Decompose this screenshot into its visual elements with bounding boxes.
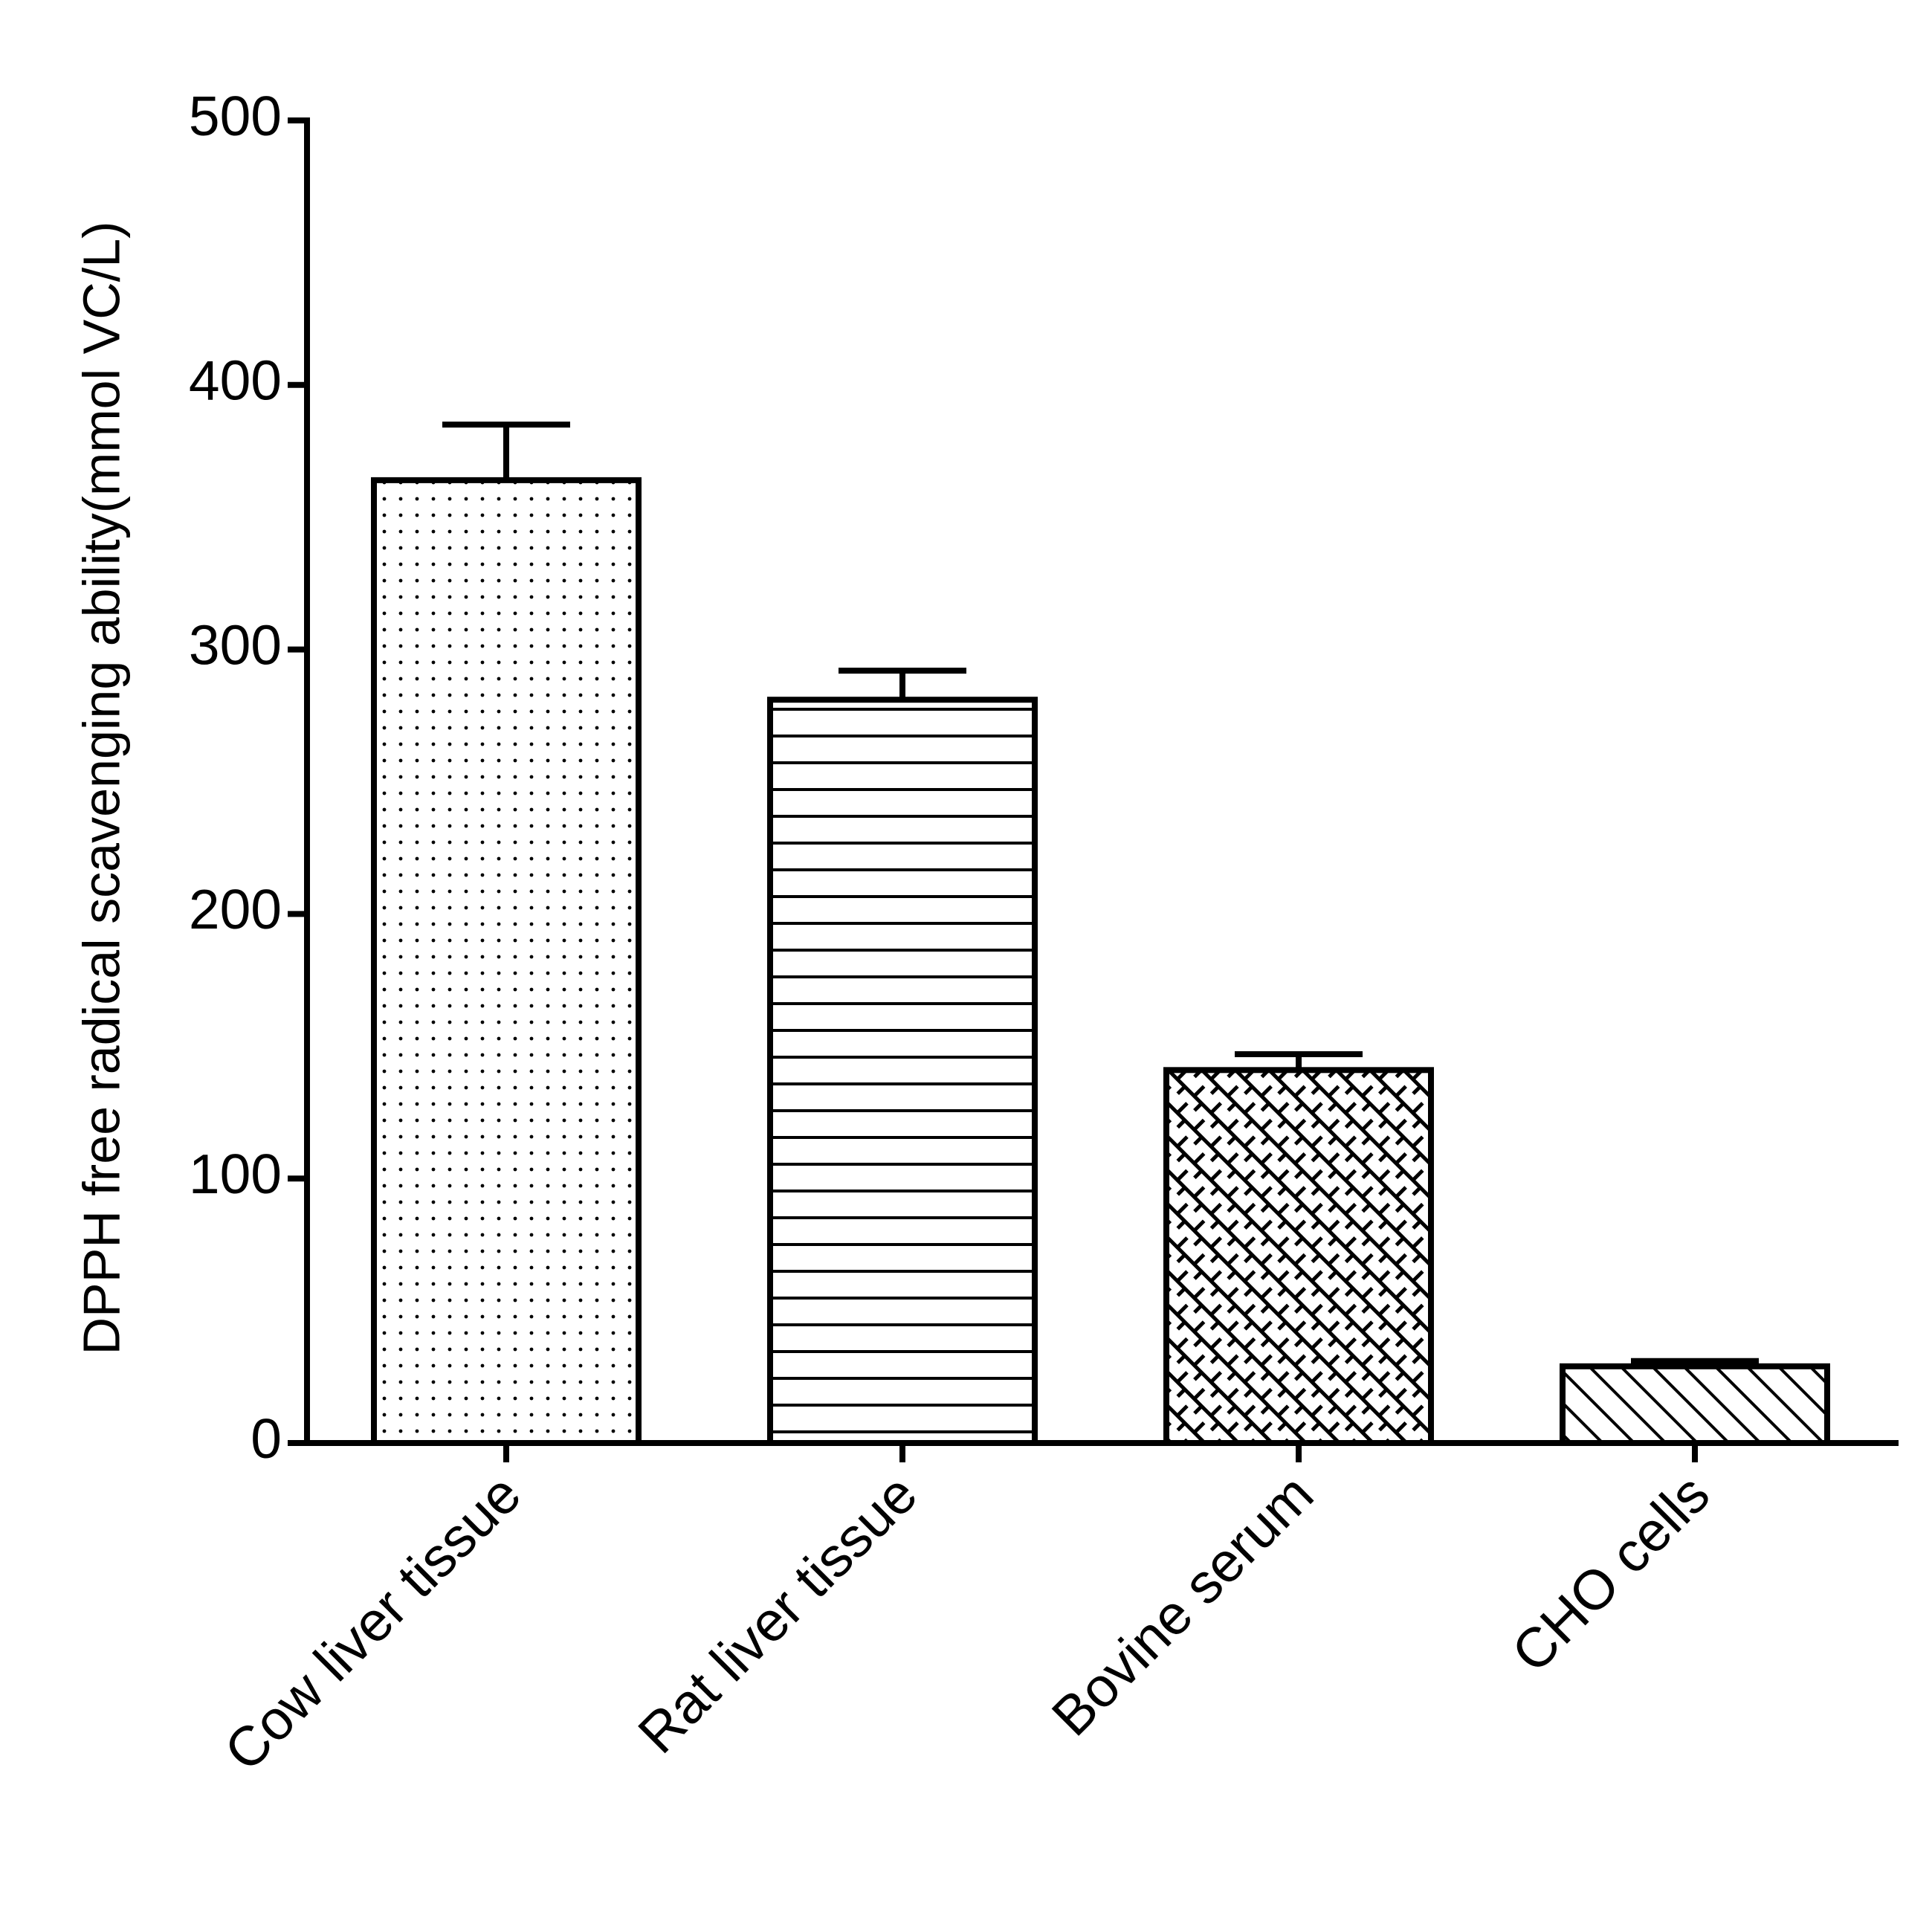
x-tick-label: Bovine serum <box>1040 1462 1325 1748</box>
x-tick-label: Cow liver tissue <box>213 1462 533 1783</box>
bar <box>1560 1363 1830 1446</box>
bar <box>767 697 1038 1446</box>
y-tick-label: 200 <box>189 878 282 940</box>
y-tick-label: 300 <box>189 613 282 676</box>
y-tick-label: 0 <box>251 1407 282 1470</box>
y-tick-label: 400 <box>189 349 282 412</box>
y-tick-label: 100 <box>189 1143 282 1205</box>
y-tick-label: 500 <box>189 85 282 147</box>
bar <box>371 477 642 1447</box>
y-axis-label: DPPH free radical scavenging ability(mmo… <box>72 222 130 1355</box>
bar <box>1163 1067 1434 1447</box>
x-tick-label: Rat liver tissue <box>626 1462 928 1765</box>
x-tick-label: CHO cells <box>1499 1462 1721 1684</box>
